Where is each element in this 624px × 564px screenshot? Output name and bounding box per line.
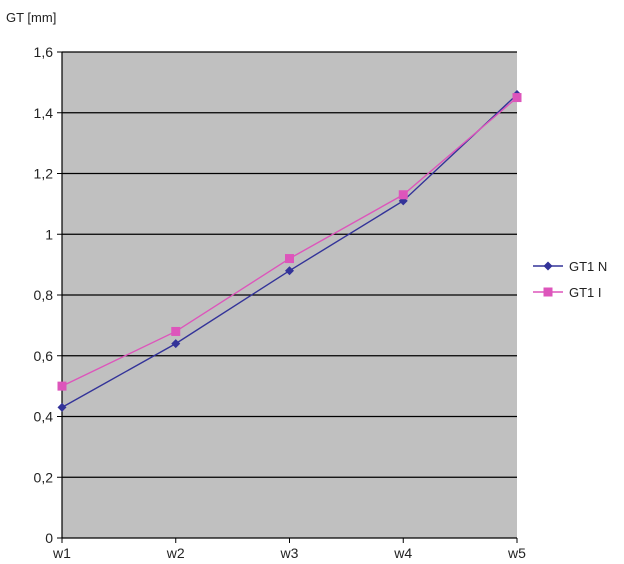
data-point [57, 402, 67, 412]
y-tick-label: 0,8 [34, 287, 54, 303]
y-tick-label: 0,2 [34, 469, 54, 485]
data-point [171, 339, 181, 349]
y-tick-label: 1 [45, 226, 53, 242]
data-point [285, 254, 294, 264]
legend-label: GT1 N [569, 259, 607, 274]
legend-marker [543, 287, 553, 297]
y-axis-label: GT [mm] [6, 10, 56, 25]
y-tick-label: 0,6 [34, 348, 54, 364]
x-tick-label: w3 [280, 545, 299, 561]
y-tick-labels: 0 0,2 0,4 0,6 0,8 1 1,2 1,4 1,6 [34, 44, 54, 546]
data-point [285, 266, 294, 276]
x-tick-label: w4 [393, 545, 412, 561]
data-point [398, 190, 408, 200]
y-tick-label: 0 [45, 530, 53, 546]
legend: GT1 N GT1 I [533, 259, 607, 300]
legend-marker [543, 261, 553, 271]
x-tick-label: w1 [52, 545, 71, 561]
gridlines [62, 51, 517, 478]
data-point [171, 326, 181, 336]
y-tick-label: 1,4 [34, 105, 54, 121]
legend-label: GT1 I [569, 285, 602, 300]
data-point [57, 381, 67, 391]
y-tick-label: 1,2 [34, 166, 54, 182]
axes [57, 51, 518, 543]
y-tick-label: 0,4 [34, 409, 54, 425]
y-tick-label: 1,6 [34, 44, 54, 60]
data-point [512, 93, 522, 103]
x-tick-labels: w1 w2 w3 w4 w5 [52, 545, 526, 561]
x-tick-label: w5 [507, 545, 526, 561]
x-tick-label: w2 [166, 545, 185, 561]
series-markers [57, 90, 522, 412]
